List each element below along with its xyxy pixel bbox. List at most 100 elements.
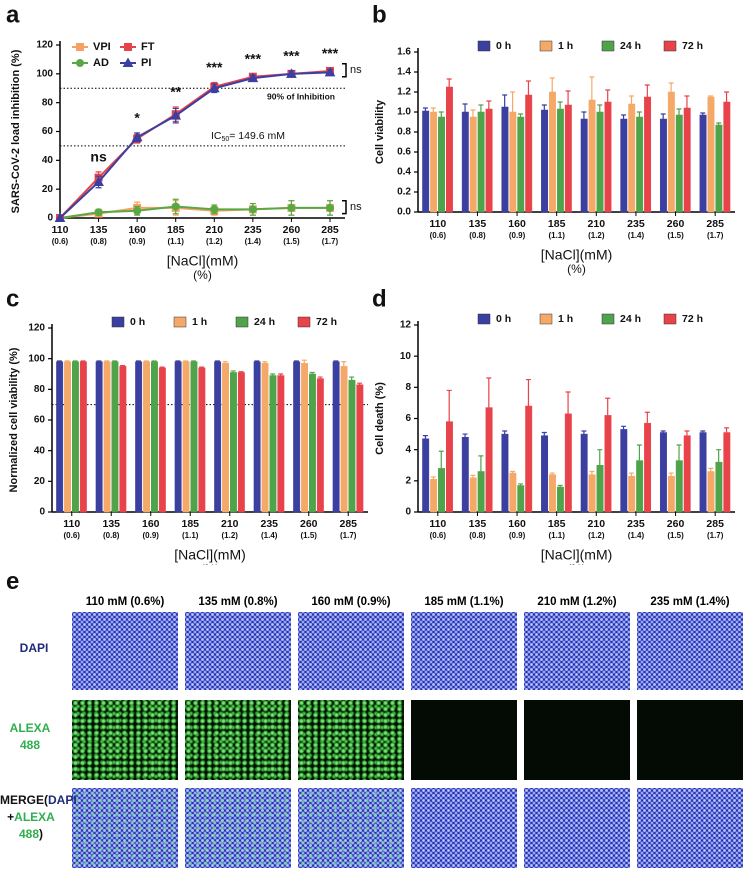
bar <box>469 116 477 213</box>
bar <box>675 460 683 513</box>
bar <box>564 413 572 513</box>
x-axis-label: [NaCl](mM) <box>174 547 246 563</box>
error-bar <box>430 476 436 480</box>
x-tick-label: 110 <box>52 224 69 236</box>
x-tick-sublabel: (0.6) <box>64 531 81 540</box>
bar <box>723 101 731 213</box>
column-title: 185 mM (1.1%) <box>424 596 504 608</box>
error-bar <box>660 430 666 433</box>
error-bar <box>478 455 484 472</box>
error-bar <box>112 360 118 362</box>
reference-label-rest: = 149.6 mM <box>229 130 285 142</box>
reference-label: IC50= 149.6 mM <box>211 130 285 143</box>
error-bar <box>341 361 347 367</box>
bar <box>723 432 731 513</box>
x-tick-sublabel: (1.4) <box>245 237 262 246</box>
bar <box>556 486 564 513</box>
x-tick-label: 135 <box>102 518 120 530</box>
bar <box>143 361 151 513</box>
bar <box>111 361 119 513</box>
x-tick-label: 285 <box>339 518 357 530</box>
bar <box>580 118 588 213</box>
x-tick-label: 260 <box>667 518 685 530</box>
bar <box>580 433 588 513</box>
error-bar <box>502 94 508 107</box>
x-tick-sublabel: (1.1) <box>167 237 184 246</box>
x-tick-label: 110 <box>429 218 446 230</box>
x-tick-label: 235 <box>260 518 278 530</box>
point <box>248 205 257 214</box>
y-axis-label: Cell viability <box>374 99 386 164</box>
bar <box>556 108 564 213</box>
error-bar <box>589 470 595 475</box>
row-label-part: ALEXA 488 <box>14 810 55 841</box>
error-bar <box>191 360 197 362</box>
bar <box>485 407 493 513</box>
micrograph <box>524 788 630 868</box>
x-tick-sublabel: (1.2) <box>588 531 605 540</box>
panel-label: b <box>372 1 387 28</box>
bar <box>509 111 517 213</box>
error-bar <box>518 483 524 486</box>
bar <box>485 108 493 213</box>
bar <box>309 373 316 513</box>
column-title: 235 mM (1.4%) <box>650 596 730 608</box>
panel-label: e <box>6 568 20 595</box>
error-bar <box>581 430 587 435</box>
error-bar <box>301 359 307 364</box>
reference-label: 90% of Inhibition <box>267 92 335 102</box>
x-tick-label: 235 <box>627 218 645 230</box>
bar <box>604 101 612 213</box>
bar <box>461 436 469 513</box>
y-tick-label: 20 <box>42 184 54 195</box>
y-tick-label: 0.2 <box>397 187 411 198</box>
bar <box>477 111 485 213</box>
line <box>59 71 331 219</box>
bar <box>445 86 453 213</box>
error-bar <box>628 95 634 104</box>
error-bar <box>541 104 547 110</box>
y-tick-label: 0.6 <box>397 147 411 158</box>
y-tick-label: 2 <box>405 475 411 486</box>
bar <box>340 366 348 513</box>
x-tick-label: 210 <box>588 218 606 230</box>
bar <box>636 116 644 213</box>
x-tick-sublabel: (1.7) <box>707 531 724 540</box>
x-tick-sublabel: (1.1) <box>182 531 199 540</box>
legend-marker <box>76 59 84 67</box>
x-tick-sublabel: (0.8) <box>90 237 107 246</box>
bar <box>715 124 723 213</box>
legend-label: 0 h <box>130 316 145 328</box>
point <box>94 208 103 217</box>
reference-label-sub: 50 <box>221 136 229 143</box>
error-bar <box>462 103 468 112</box>
x-tick-label: 135 <box>90 224 108 236</box>
y-tick-label: 0 <box>39 507 45 518</box>
x-tick-sublabel: (1.5) <box>667 531 684 540</box>
y-tick-label: 120 <box>28 323 45 334</box>
error-bar <box>438 111 444 117</box>
bar <box>135 361 143 513</box>
bar <box>230 372 237 513</box>
micrograph <box>72 612 178 690</box>
point <box>171 202 180 211</box>
x-tick-sublabel: (0.6) <box>430 531 447 540</box>
x-tick-sublabel: (1.4) <box>628 531 645 540</box>
error-bar <box>278 373 284 376</box>
bar <box>541 435 549 513</box>
micrograph <box>298 700 404 780</box>
error-bar <box>668 472 674 477</box>
error-bar <box>621 425 627 430</box>
row-label-part: DAPI <box>48 793 77 807</box>
error-bar <box>716 449 722 463</box>
legend-label: 1 h <box>558 40 573 52</box>
bar <box>588 99 596 213</box>
x-tick-sublabel: (1.2) <box>206 237 223 246</box>
micrograph <box>637 612 743 690</box>
x-tick-label: 260 <box>283 224 301 236</box>
error-bar <box>644 84 650 97</box>
error-bar <box>317 376 323 379</box>
micrograph <box>637 788 743 868</box>
x-axis-unit: (%) <box>567 262 586 276</box>
row-label: ALEXA 488 <box>0 720 60 754</box>
